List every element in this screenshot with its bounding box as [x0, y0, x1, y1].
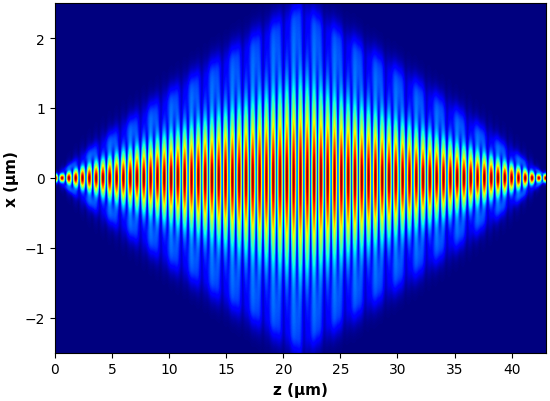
- Y-axis label: x (μm): x (μm): [4, 150, 19, 206]
- X-axis label: z (μm): z (μm): [273, 382, 328, 397]
